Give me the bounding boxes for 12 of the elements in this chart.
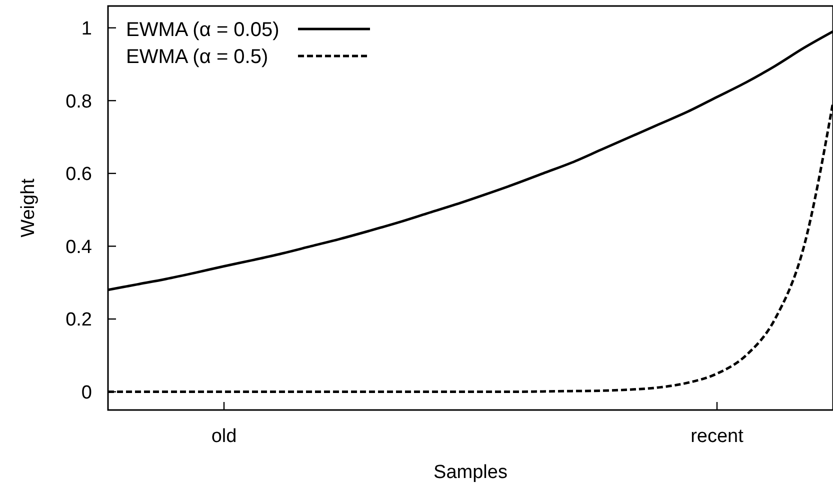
legend-label: EWMA (α = 0.5): [126, 46, 268, 68]
y-tick-label: 0: [81, 382, 92, 404]
y-tick-label: 0.4: [66, 236, 92, 258]
x-axis-title: Samples: [434, 462, 508, 483]
legend-label: EWMA (α = 0.05): [126, 19, 280, 41]
y-tick-label: 1: [81, 18, 92, 40]
y-tick-label: 0.8: [66, 91, 92, 112]
y-axis-title: Weight: [18, 178, 39, 238]
x-tick-label: recent: [690, 426, 744, 447]
y-tick-label: 0.6: [66, 164, 92, 186]
x-tick-label: old: [211, 426, 237, 447]
y-tick-label: 0.2: [66, 310, 92, 331]
